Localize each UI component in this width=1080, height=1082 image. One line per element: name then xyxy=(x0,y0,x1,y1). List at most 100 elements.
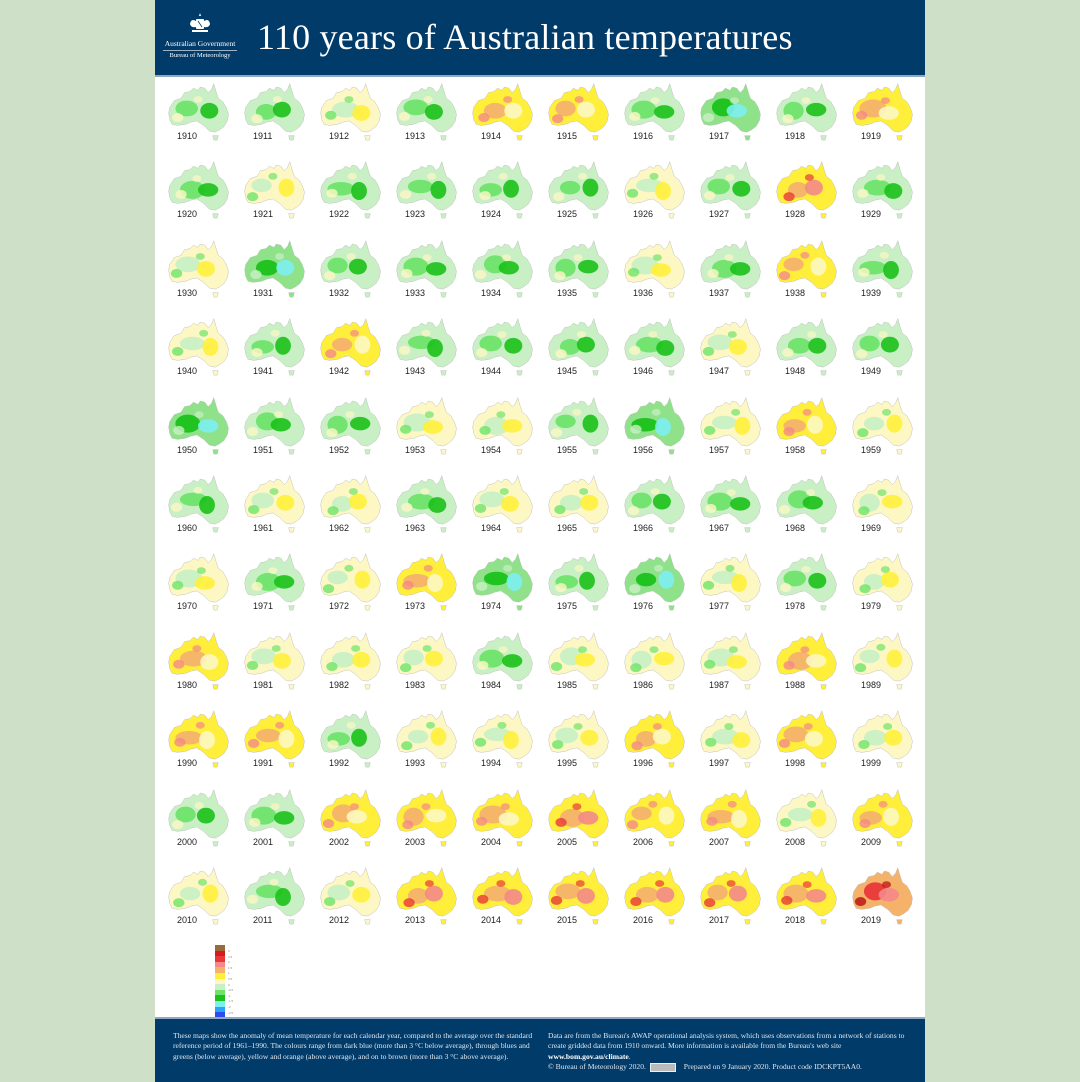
coat-of-arms-icon xyxy=(190,13,210,32)
australia-map-icon xyxy=(168,161,229,219)
year-label: 2016 xyxy=(633,914,654,925)
map-1972: 1972 xyxy=(313,550,389,628)
map-1912: 1912 xyxy=(313,80,389,158)
year-label: 1960 xyxy=(177,522,198,533)
australia-map-icon xyxy=(548,239,609,298)
australia-map-icon xyxy=(168,396,229,454)
year-label: 2007 xyxy=(709,836,730,847)
australia-map-icon xyxy=(624,710,685,768)
prepared-text: Prepared on 9 January 2020. Product code… xyxy=(683,1062,862,1072)
year-label: 2012 xyxy=(329,914,350,925)
year-label: 1948 xyxy=(785,366,806,377)
map-1923: 1923 xyxy=(389,158,465,236)
legend-swatch xyxy=(215,1012,225,1018)
map-1955: 1955 xyxy=(541,394,617,472)
australia-map-icon xyxy=(776,553,837,611)
map-2003: 2003 xyxy=(389,786,465,864)
map-1937: 1937 xyxy=(693,237,769,315)
australia-map-icon xyxy=(776,788,837,846)
map-1935: 1935 xyxy=(541,237,617,315)
year-label: 1964 xyxy=(481,522,502,533)
australia-map-icon xyxy=(548,553,609,611)
map-2015: 2015 xyxy=(541,864,617,942)
year-label: 1953 xyxy=(405,444,426,455)
map-2002: 2002 xyxy=(313,786,389,864)
map-1971: 1971 xyxy=(237,550,313,628)
map-1958: 1958 xyxy=(769,394,845,472)
legend-swatch xyxy=(215,967,225,973)
year-label: 1940 xyxy=(177,366,198,377)
australia-map-icon xyxy=(472,866,533,925)
year-label: 1987 xyxy=(709,679,730,690)
australia-map-icon xyxy=(852,474,913,533)
year-label: 1957 xyxy=(709,444,730,455)
australia-map-icon xyxy=(700,318,761,376)
legend-swatch xyxy=(215,945,225,951)
australia-map-icon xyxy=(320,318,381,376)
map-1942: 1942 xyxy=(313,315,389,393)
year-label: 2005 xyxy=(557,836,578,847)
australia-map-icon xyxy=(700,631,761,690)
map-1967: 1967 xyxy=(693,472,769,550)
australia-map-icon xyxy=(548,788,609,846)
year-label: 1914 xyxy=(481,131,502,141)
australia-map-icon xyxy=(700,161,761,219)
copyright-text: © Bureau of Meteorology 2020. xyxy=(548,1062,646,1072)
australia-map-icon xyxy=(244,788,305,846)
australia-map-icon xyxy=(624,553,685,611)
year-label: 2006 xyxy=(633,836,654,847)
map-1999: 1999 xyxy=(845,707,921,785)
header-banner: Australian Government Bureau of Meteorol… xyxy=(155,0,925,77)
year-label: 1983 xyxy=(405,679,426,690)
australia-map-icon xyxy=(776,239,837,298)
year-label: 1961 xyxy=(253,522,274,533)
legend-tick-label: -1 xyxy=(228,993,231,998)
year-label: 1950 xyxy=(177,444,198,455)
australia-map-icon xyxy=(244,82,305,141)
map-1951: 1951 xyxy=(237,394,313,472)
australia-map-icon xyxy=(548,318,609,376)
map-1991: 1991 xyxy=(237,707,313,785)
australia-map-icon xyxy=(168,318,229,376)
australia-map-icon xyxy=(168,631,229,690)
map-1931: 1931 xyxy=(237,237,313,315)
year-label: 1975 xyxy=(557,601,578,612)
australia-map-icon xyxy=(548,396,609,454)
map-1944: 1944 xyxy=(465,315,541,393)
map-1939: 1939 xyxy=(845,237,921,315)
agency-label: Bureau of Meteorology xyxy=(169,52,231,59)
year-label: 1924 xyxy=(481,209,502,220)
year-label: 1969 xyxy=(861,522,882,533)
map-2005: 2005 xyxy=(541,786,617,864)
map-1989: 1989 xyxy=(845,629,921,707)
year-label: 1995 xyxy=(557,758,578,769)
australia-map-icon xyxy=(472,82,533,141)
year-label: 1935 xyxy=(557,287,578,298)
map-1981: 1981 xyxy=(237,629,313,707)
map-1987: 1987 xyxy=(693,629,769,707)
year-label: 2015 xyxy=(557,914,578,925)
australia-map-icon xyxy=(548,161,609,219)
australia-map-icon xyxy=(320,396,381,454)
map-1959: 1959 xyxy=(845,394,921,472)
year-label: 1920 xyxy=(177,209,198,220)
australia-map-icon xyxy=(396,631,457,690)
year-label: 1925 xyxy=(557,209,578,220)
map-grid: 1910 1911 1912 xyxy=(161,80,921,942)
year-label: 2019 xyxy=(861,914,882,925)
map-1929: 1929 xyxy=(845,158,921,236)
australia-map-icon xyxy=(472,161,533,219)
year-label: 1998 xyxy=(785,758,806,769)
map-1916: 1916 xyxy=(617,80,693,158)
footer-source: Data are from the Bureau's AWAP operatio… xyxy=(548,1031,905,1072)
australia-map-icon xyxy=(548,82,609,141)
climate-link[interactable]: www.bom.gov.au/climate xyxy=(548,1051,629,1061)
australia-map-icon xyxy=(776,82,837,141)
australia-map-icon xyxy=(244,631,305,690)
year-label: 1936 xyxy=(633,287,654,298)
map-1921: 1921 xyxy=(237,158,313,236)
legend-swatch xyxy=(215,989,225,996)
map-1993: 1993 xyxy=(389,707,465,785)
australia-map-icon xyxy=(776,474,837,533)
australia-map-icon xyxy=(244,553,305,611)
